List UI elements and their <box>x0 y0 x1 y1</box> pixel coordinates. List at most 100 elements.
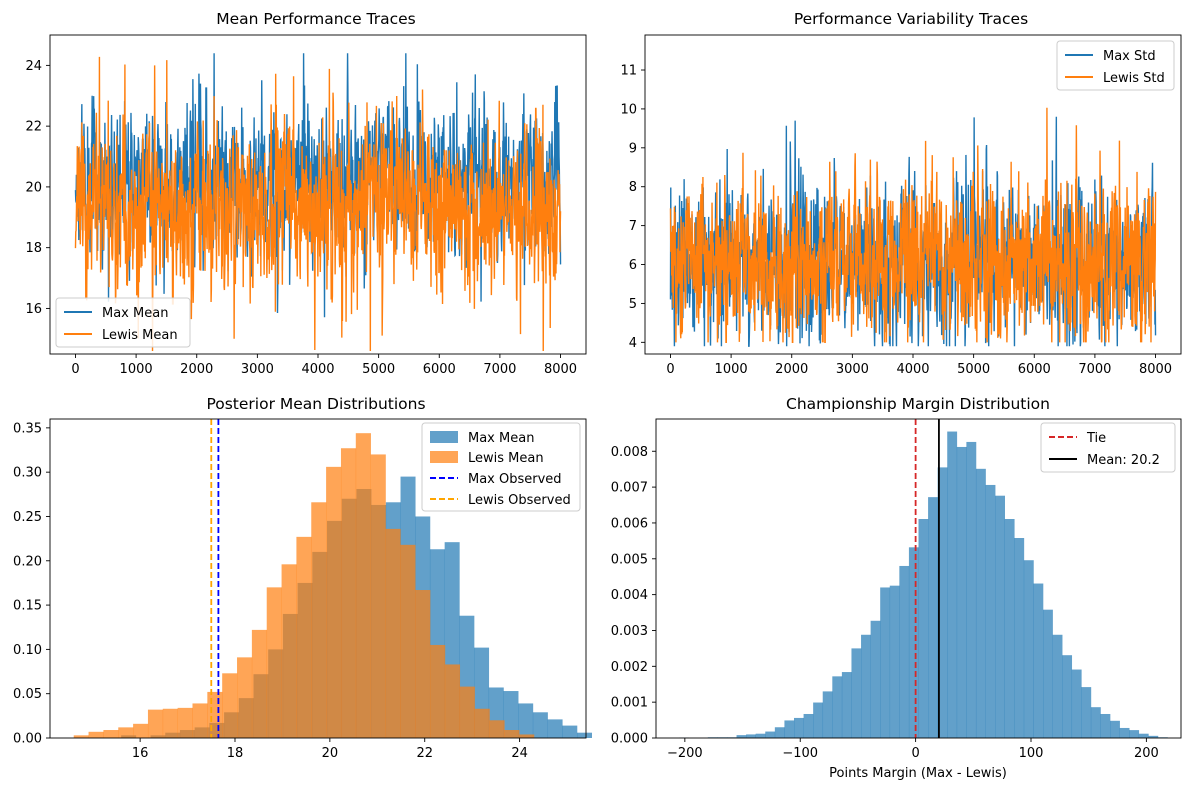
x-tick-label: 5000 <box>957 362 990 377</box>
x-tick-label: 7000 <box>483 362 516 377</box>
hist-bar-margin <box>1062 655 1073 738</box>
legend-label-mean: Mean: 20.2 <box>1087 453 1160 468</box>
x-tick-label: 1000 <box>715 362 748 377</box>
hist-bar-margin <box>774 727 785 738</box>
y-tick-label: 0.00 <box>13 732 42 747</box>
legend-label-lewis-observed: Lewis Observed <box>468 493 571 508</box>
y-tick-label: 20 <box>25 180 42 195</box>
hist-bar-margin <box>985 484 996 738</box>
hist-bar-margin <box>918 519 929 738</box>
hist-bar-margin <box>1148 735 1159 738</box>
hist-bar-margin <box>889 585 900 738</box>
x-tick-label: 1000 <box>120 362 153 377</box>
std-trace-title: Performance Variability Traces <box>794 10 1028 28</box>
hist-bar-lewis-mean <box>370 454 386 738</box>
hist-bar-margin <box>755 733 766 738</box>
hist-bar-lewis-mean <box>400 544 416 738</box>
hist-bar-margin <box>1119 727 1130 738</box>
hist-bar-margin <box>746 734 756 738</box>
y-tick-label: 10 <box>620 102 637 117</box>
y-tick-label: 0.15 <box>13 599 42 614</box>
hist-bar-margin <box>1081 687 1092 738</box>
hist-bar-lewis-mean <box>177 707 193 738</box>
hist-bar-margin <box>995 495 1005 738</box>
hist-bar-margin <box>1033 583 1044 738</box>
hist-bar-lewis-mean <box>311 502 327 738</box>
x-tick-label: −200 <box>667 746 703 761</box>
hist-bar-lewis-mean <box>385 528 401 738</box>
y-tick-label: 18 <box>25 241 42 256</box>
hist-bar-lewis-mean <box>147 709 164 738</box>
hist-bar-max-mean <box>576 732 592 738</box>
hist-bar-margin <box>1100 713 1111 738</box>
y-tick-label: 0.10 <box>13 643 42 658</box>
hist-bar-max-mean <box>547 719 563 738</box>
hist-bar-lewis-mean <box>192 703 208 738</box>
x-tick-label: −100 <box>782 746 818 761</box>
y-tick-label: 0.25 <box>13 510 42 525</box>
x-tick-label: 200 <box>1134 746 1159 761</box>
x-tick-label: 5000 <box>362 362 395 377</box>
trace-line-lewis-std <box>669 107 1157 344</box>
x-tick-label: 7000 <box>1078 362 1111 377</box>
y-tick-label: 16 <box>25 302 42 317</box>
y-tick-label: 4 <box>629 336 637 351</box>
hist-bar-lewis-mean <box>162 708 178 738</box>
hist-bar-margin <box>851 648 862 738</box>
x-tick-label: 18 <box>227 746 244 761</box>
hist-bar-lewis-mean <box>281 564 297 738</box>
hist-bar-margin <box>784 720 795 738</box>
x-tick-label: 0 <box>666 362 674 377</box>
x-tick-label: 2000 <box>180 362 213 377</box>
hist-bar-margin <box>1129 730 1140 738</box>
hist-bar-margin <box>899 565 910 738</box>
hist-bar-margin <box>841 672 852 738</box>
legend-label-max-std: Max Std <box>1103 49 1156 64</box>
legend-label-max-mean-hist: Max Mean <box>468 431 534 446</box>
x-tick-label: 100 <box>1019 746 1044 761</box>
hist-bar-max-mean <box>503 691 519 738</box>
std-trace-legend: Max Std Lewis Std <box>1056 40 1175 91</box>
std-trace-panel: Performance Variability Traces 0 1000 2000… <box>620 10 1182 377</box>
legend-label-max-observed: Max Observed <box>468 472 562 487</box>
hist-bar-lewis-mean <box>415 590 431 738</box>
x-tick-label: 6000 <box>423 362 456 377</box>
y-tick-label: 0.000 <box>611 732 648 747</box>
y-tick-label: 0.006 <box>611 516 648 531</box>
mean-trace-panel: Mean Performance Traces 0 1000 2000 3000 400… <box>25 10 587 377</box>
y-tick-label: 0.35 <box>13 421 42 436</box>
y-tick-label: 0.20 <box>13 554 42 569</box>
x-tick-label: 24 <box>511 746 528 761</box>
margin-hist-legend: Tie Mean: 20.2 <box>1040 422 1176 473</box>
hist-bar-lewis-mean <box>489 720 505 738</box>
hist-bar-lewis-mean <box>266 587 282 738</box>
hist-bar-lewis-mean <box>296 536 312 738</box>
trace-line-lewis-mean <box>74 56 562 351</box>
hist-bar-lewis-mean <box>355 433 371 738</box>
hist-bar-lewis-mean <box>504 730 520 738</box>
y-tick-label: 0.002 <box>611 660 648 675</box>
margin-hist-xlabel: Points Margin (Max - Lewis) <box>829 766 1007 781</box>
hist-bar-lewis-mean <box>251 629 268 738</box>
hist-bar-max-mean <box>532 712 548 738</box>
hist-bar-lewis-mean <box>222 673 238 738</box>
x-tick-label: 0 <box>71 362 79 377</box>
legend-label-lewis-mean: Lewis Mean <box>102 328 178 343</box>
hist-bar-margin <box>813 702 824 738</box>
hist-bar-margin <box>1138 733 1149 738</box>
x-tick-label: 0 <box>911 746 919 761</box>
hist-bar-margin <box>861 634 871 738</box>
hist-bar-lewis-mean <box>237 657 253 738</box>
x-tick-label: 2000 <box>775 362 808 377</box>
hist-bar-margin <box>765 731 776 738</box>
hist-bar-margin <box>822 691 833 738</box>
hist-bar-margin <box>870 620 881 738</box>
hist-bar-max-mean <box>562 725 578 738</box>
hist-bar-margin <box>1071 669 1082 738</box>
posterior-hist-title: Posterior Mean Distributions <box>206 395 425 413</box>
legend-label-tie: Tie <box>1086 431 1106 446</box>
hist-bar-margin <box>736 735 747 738</box>
hist-bar-margin <box>966 441 977 738</box>
posterior-hist-axes-frame <box>49 418 587 739</box>
y-tick-label: 22 <box>25 120 42 135</box>
